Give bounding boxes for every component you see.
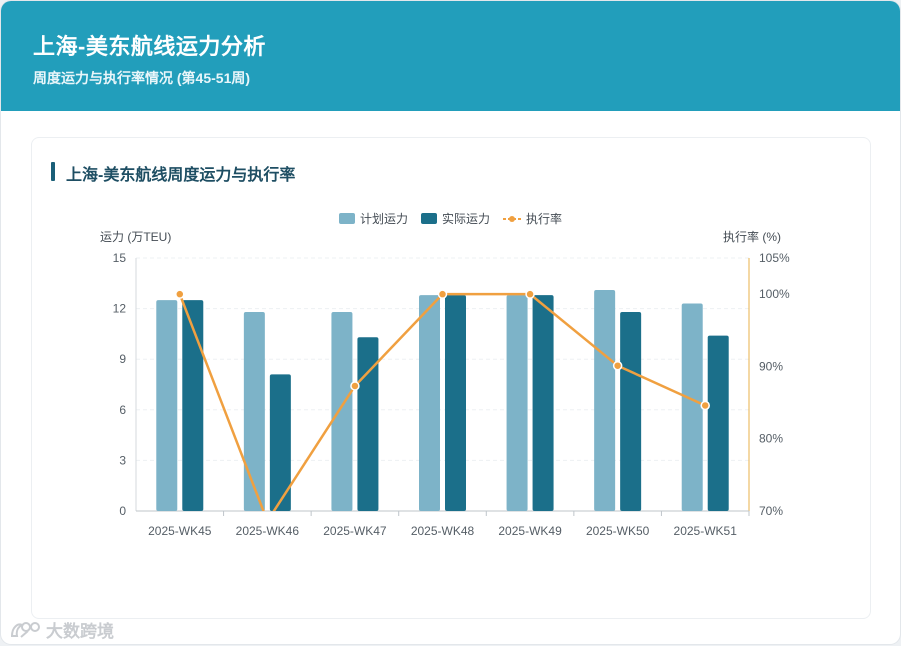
- y-right-axis-title: 执行率 (%): [723, 229, 781, 244]
- page-subtitle: 周度运力与执行率情况 (第45-51周): [33, 70, 251, 86]
- bar-planned: [681, 303, 703, 511]
- legend-actual-swatch: [421, 213, 437, 224]
- y-left-tick-label: 3: [119, 453, 126, 467]
- page-header: 上海-美东航线运力分析 周度运力与执行率情况 (第45-51周): [1, 1, 900, 111]
- y-left-axis-title: 运力 (万TEU): [100, 230, 171, 244]
- x-tick-label: 2025-WK50: [586, 524, 650, 538]
- line-layer: [175, 289, 710, 511]
- rate-point: [612, 360, 623, 371]
- bar-actual: [357, 337, 379, 511]
- axes-layer: 0 3 6 9 12 15 70% 80% 90% 100% 105% 运力 (万TEU) 执行率 (%…: [100, 229, 790, 538]
- bar-planned: [506, 295, 528, 511]
- watermark-logo-icon: [10, 621, 40, 638]
- card-title-accent: [51, 162, 55, 181]
- legend-rate-marker: [509, 216, 515, 222]
- rate-point: [525, 289, 535, 299]
- rate-point: [437, 289, 448, 299]
- bar-planned: [156, 300, 178, 511]
- x-tick-label: 2025-WK49: [498, 524, 562, 538]
- bar-actual: [182, 300, 204, 511]
- page-title: 上海-美东航线运力分析: [33, 34, 266, 59]
- y-left-tick-label: 9: [119, 352, 126, 366]
- x-tick-label: 2025-WK45: [148, 524, 212, 538]
- legend-planned-label: 计划运力: [360, 212, 408, 226]
- bar-planned: [331, 311, 353, 511]
- x-tick-label: 2025-WK46: [236, 524, 300, 538]
- x-tick-label: 2025-WK47: [323, 524, 387, 538]
- y-right-tick-label: 105%: [759, 251, 790, 265]
- y-right-tick-label: 70%: [759, 504, 783, 518]
- y-right-tick-label: 80%: [759, 432, 783, 446]
- y-left-tick-label: 12: [113, 302, 127, 316]
- chart-legend: 计划运力 实际运力 执行率: [339, 211, 562, 226]
- bar-planned: [243, 311, 265, 511]
- bar-actual: [620, 311, 642, 511]
- legend-actual-label: 实际运力: [442, 211, 490, 226]
- bar-planned: [594, 290, 616, 511]
- bar-actual: [707, 335, 729, 511]
- bar-planned: [419, 295, 440, 511]
- rate-point: [175, 289, 185, 299]
- bar-actual: [269, 374, 291, 511]
- bar-actual: [445, 295, 466, 511]
- x-tick-label: 2025-WK48: [411, 524, 475, 538]
- rate-point: [700, 400, 710, 411]
- y-left-tick-label: 0: [119, 504, 126, 518]
- y-left-tick-label: 15: [113, 251, 127, 265]
- bar-actual: [532, 295, 554, 511]
- watermark: 大数跨境: [8, 617, 114, 642]
- grid-layer: [136, 257, 749, 461]
- x-tick-label: 2025-WK51: [674, 524, 738, 538]
- y-left-tick-label: 6: [119, 403, 126, 417]
- rate-point: [350, 381, 360, 391]
- watermark-text: 大数跨境: [46, 622, 114, 641]
- legend-rate-label: 执行率: [526, 211, 562, 226]
- y-right-tick-label: 100%: [759, 287, 790, 301]
- y-right-tick-label: 90%: [759, 359, 783, 373]
- card-title: 上海-美东航线周度运力与执行率: [66, 167, 296, 184]
- legend-planned-swatch: [339, 213, 355, 224]
- bars-layer: [156, 290, 729, 511]
